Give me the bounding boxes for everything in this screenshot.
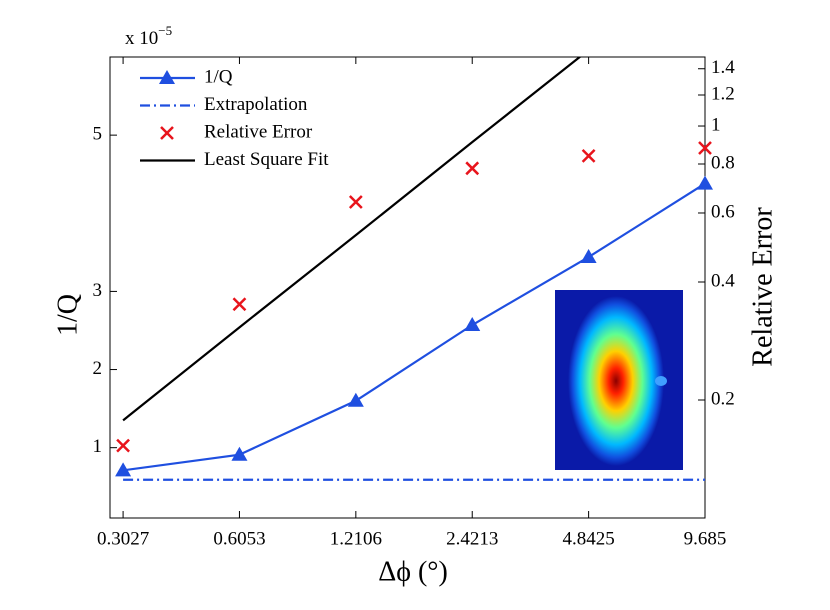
plot-frame: [109, 56, 706, 519]
marker-triangle: [464, 317, 481, 332]
legend-label: Least Square Fit: [204, 149, 329, 170]
marker-x: [348, 195, 363, 209]
y-tick-label: 3: [93, 280, 103, 301]
y-tick-label: 1: [93, 436, 103, 457]
x-tick-label: 2.4213: [446, 528, 498, 549]
x-tick-label: 4.8425: [562, 528, 614, 549]
y2-tick-label: 0.6: [711, 201, 735, 222]
series-line: [122, 182, 705, 472]
legend-label: Relative Error: [204, 121, 313, 142]
x-tick-label: 0.3027: [97, 528, 149, 549]
x-tick-label: 1.2106: [330, 528, 382, 549]
y2-tick-label: 1.4: [711, 57, 735, 78]
y-axis-label: 1/Q: [52, 294, 83, 336]
x-tick-label: 9.685: [684, 528, 727, 549]
y-tick-label: 5: [93, 123, 103, 144]
marker-triangle: [231, 446, 248, 461]
marker-triangle: [697, 175, 713, 190]
x-tick-label: 0.6053: [213, 528, 265, 549]
plot-area: [122, 57, 705, 481]
y2-tick-label: 0.8: [711, 152, 735, 173]
inset-image: [555, 290, 683, 470]
series-line: [122, 57, 582, 422]
y-tick-label: 2: [93, 358, 103, 379]
y2-tick-label: 0.2: [711, 388, 735, 409]
legend-marker: [159, 70, 175, 84]
y2-tick-label: 1: [711, 114, 721, 135]
y2-axis-label: Relative Error: [747, 207, 778, 367]
legend-label: Extrapolation: [204, 94, 308, 115]
y2-tick-label: 0.4: [711, 270, 735, 291]
y2-tick-label: 1.2: [711, 83, 735, 104]
marker-x: [465, 161, 480, 176]
marker-x: [116, 438, 130, 453]
marker-x: [232, 297, 247, 312]
marker-x: [581, 149, 596, 163]
marker-triangle: [347, 392, 364, 407]
multiplier: x 10−5: [125, 23, 172, 49]
marker-triangle: [115, 462, 132, 477]
marker-x: [698, 141, 712, 155]
marker-triangle: [580, 249, 597, 264]
x-axis-label: Δϕ (°): [378, 556, 448, 587]
legend-marker: [160, 126, 174, 140]
legend-label: 1/Q: [204, 66, 233, 87]
